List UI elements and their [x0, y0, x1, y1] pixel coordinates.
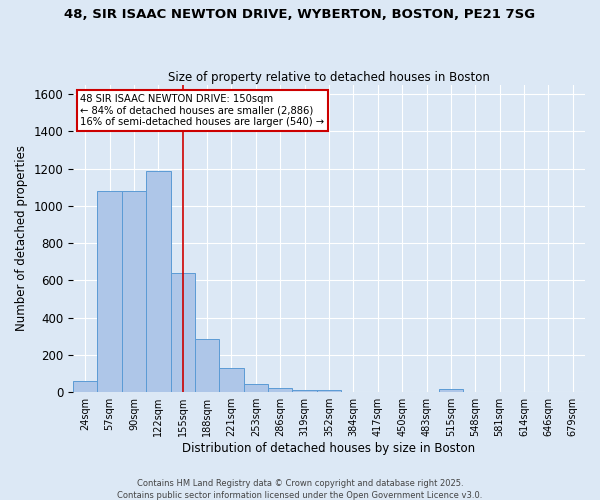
Title: Size of property relative to detached houses in Boston: Size of property relative to detached ho…: [168, 70, 490, 84]
Bar: [220, 368, 244, 392]
Text: Contains HM Land Registry data © Crown copyright and database right 2025.
Contai: Contains HM Land Registry data © Crown c…: [118, 478, 482, 500]
Bar: [317, 390, 341, 392]
Bar: [97, 191, 122, 392]
Y-axis label: Number of detached properties: Number of detached properties: [15, 146, 28, 332]
Bar: [439, 390, 463, 392]
Bar: [170, 274, 195, 392]
Text: 48 SIR ISAAC NEWTON DRIVE: 150sqm
← 84% of detached houses are smaller (2,886)
1: 48 SIR ISAAC NEWTON DRIVE: 150sqm ← 84% …: [80, 94, 325, 127]
X-axis label: Distribution of detached houses by size in Boston: Distribution of detached houses by size …: [182, 442, 476, 455]
Bar: [122, 191, 146, 392]
Bar: [268, 388, 292, 392]
Bar: [292, 390, 317, 392]
Bar: [244, 384, 268, 392]
Bar: [146, 172, 170, 392]
Bar: [73, 381, 97, 392]
Bar: [195, 339, 220, 392]
Text: 48, SIR ISAAC NEWTON DRIVE, WYBERTON, BOSTON, PE21 7SG: 48, SIR ISAAC NEWTON DRIVE, WYBERTON, BO…: [64, 8, 536, 20]
